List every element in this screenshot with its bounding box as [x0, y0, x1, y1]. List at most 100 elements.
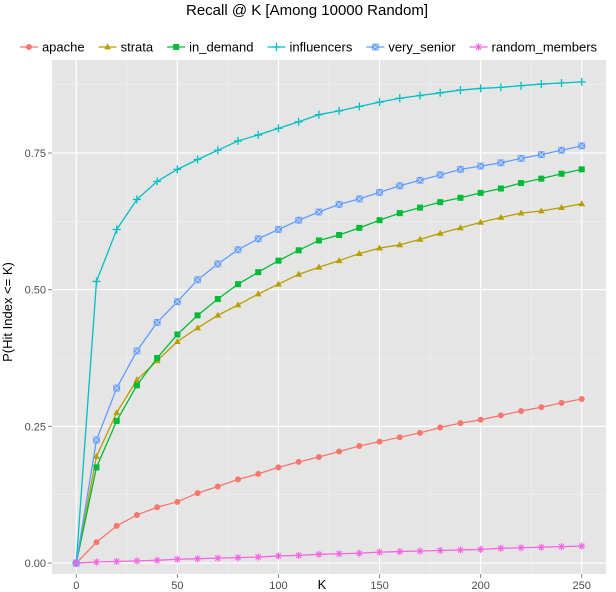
data-point [416, 429, 423, 436]
data-point [558, 170, 565, 177]
data-point [396, 434, 403, 441]
data-point [193, 555, 202, 563]
data-point [557, 78, 566, 87]
data-point [214, 311, 222, 318]
data-point [416, 204, 423, 211]
data-point [234, 553, 242, 562]
data-point [315, 237, 322, 244]
data-point [355, 195, 363, 203]
y-axis-label: P(Hit Index <= K) [0, 262, 15, 362]
legend-label: random_members [492, 40, 598, 55]
data-point [375, 98, 384, 107]
data-point [274, 124, 283, 133]
data-point [557, 543, 566, 551]
data-point [194, 312, 201, 319]
data-point [437, 199, 444, 206]
data-point [518, 408, 525, 415]
legend-key-marker [104, 43, 112, 50]
data-point [477, 218, 485, 225]
legend-item-strata: strata [98, 40, 154, 55]
legend-item-very-senior: very_senior [366, 40, 456, 55]
legend-label: apache [42, 40, 85, 55]
data-point [457, 194, 464, 201]
data-point [578, 166, 585, 173]
data-point [132, 195, 141, 204]
data-point [517, 81, 526, 90]
data-point [173, 338, 181, 345]
data-point [173, 555, 181, 563]
data-point [537, 207, 545, 214]
data-point [92, 558, 101, 566]
data-point [113, 417, 120, 424]
y-tick-label: 0.75 [25, 148, 46, 160]
data-point [214, 554, 222, 562]
x-tick-label: 50 [171, 580, 183, 592]
x-axis-label: K [318, 577, 327, 592]
data-point [477, 162, 485, 170]
x-tick-label: 0 [73, 580, 79, 592]
y-axis-ticks: 0.00 0.25 0.50 0.75 [25, 148, 52, 570]
legend-label: strata [121, 40, 154, 55]
legend-key-marker [25, 44, 32, 50]
data-point [193, 155, 202, 164]
data-point [356, 224, 363, 231]
data-point [415, 91, 424, 100]
x-tick-label: 150 [370, 580, 388, 592]
data-point [235, 476, 242, 483]
y-tick-label: 0.50 [25, 285, 46, 297]
data-point [436, 546, 444, 555]
legend-item-in-demand: in_demand [167, 40, 253, 55]
data-point [517, 155, 525, 162]
data-point [213, 146, 222, 155]
data-point [416, 176, 424, 184]
data-point [578, 542, 586, 550]
data-point [497, 213, 505, 220]
data-point [275, 226, 282, 233]
data-point [558, 146, 565, 154]
series-apache [73, 396, 585, 567]
data-point [295, 216, 303, 224]
data-point [477, 416, 484, 423]
x-axis-ticks: 0 50 100 150 200 250 [73, 574, 591, 592]
data-point [518, 180, 525, 187]
data-point [457, 165, 464, 173]
data-point [456, 86, 465, 95]
x-tick-label: 200 [471, 580, 489, 592]
legend-label: in_demand [189, 40, 253, 55]
data-point [336, 448, 343, 455]
data-point [153, 556, 161, 564]
data-point [92, 277, 101, 286]
data-point [376, 188, 383, 196]
data-point [355, 249, 363, 256]
data-point [214, 295, 221, 302]
data-point [376, 217, 383, 224]
data-point [254, 290, 262, 297]
data-point [517, 544, 525, 552]
legend-key-marker [272, 43, 281, 51]
data-point [538, 404, 545, 411]
legend-item-random-members: random_members [469, 40, 598, 55]
data-point [558, 204, 565, 211]
data-point [315, 453, 322, 460]
data-point [255, 269, 262, 276]
data-point [477, 545, 485, 553]
y-tick-label: 0.25 [25, 421, 46, 433]
data-point [537, 543, 545, 551]
data-point [133, 557, 141, 565]
data-point [275, 280, 282, 287]
data-point [113, 384, 121, 392]
data-point [93, 436, 100, 444]
data-point [254, 130, 263, 139]
data-point [436, 88, 445, 97]
data-point [174, 331, 181, 338]
data-point [274, 552, 283, 560]
data-point [214, 483, 221, 490]
legend-item-influencers: influencers [267, 40, 353, 55]
legend: apache strata in_demand influencers very_sen… [19, 40, 598, 55]
data-point [395, 94, 404, 103]
data-point [396, 182, 404, 190]
data-point [578, 142, 586, 150]
data-point [436, 171, 444, 179]
data-point [335, 106, 344, 115]
